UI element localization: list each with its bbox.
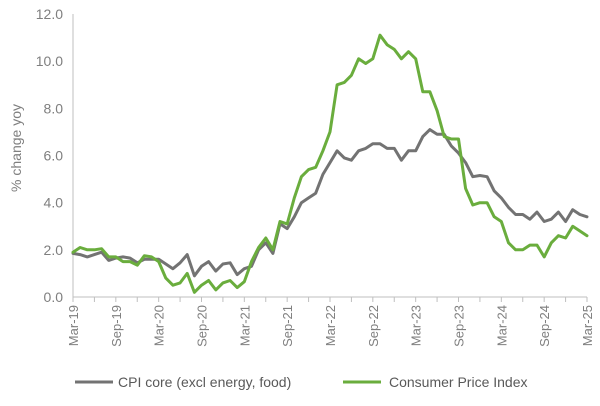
legend-label: CPI core (excl energy, food) bbox=[118, 374, 291, 390]
x-tick-label: Mar-20 bbox=[152, 305, 167, 346]
x-tick-label: Sep-24 bbox=[537, 305, 552, 347]
y-tick-label: 4.0 bbox=[44, 195, 64, 211]
axes: 0.0 2.0 4.0 6.0 8.0 10.0 12.0 Mar-19 Sep-19 Mar-2… bbox=[36, 6, 595, 347]
legend-label: Consumer Price Index bbox=[389, 374, 528, 390]
x-tick-label: Sep-21 bbox=[280, 305, 295, 347]
x-tick-label: Mar-21 bbox=[237, 305, 252, 346]
y-tick-label: 12.0 bbox=[36, 6, 63, 22]
x-tick-label: Sep-23 bbox=[452, 305, 467, 347]
series-line-consumer-price-index bbox=[71, 33, 589, 294]
x-tick-label: Mar-23 bbox=[409, 305, 424, 346]
y-tick-label: 2.0 bbox=[44, 242, 64, 258]
x-tick-label: Mar-19 bbox=[66, 305, 81, 346]
x-tick-label: Sep-19 bbox=[109, 305, 124, 347]
series-line-cpi-core bbox=[71, 128, 589, 278]
series-lines bbox=[71, 33, 589, 294]
x-tick-label: Sep-20 bbox=[195, 305, 210, 347]
y-tick-label: 0.0 bbox=[44, 289, 64, 305]
x-tick-label: Mar-22 bbox=[323, 305, 338, 346]
x-tick-label: Sep-22 bbox=[366, 305, 381, 347]
x-tick-label: Mar-24 bbox=[494, 305, 509, 346]
y-tick-label: 8.0 bbox=[44, 100, 64, 116]
y-tick-label: 10.0 bbox=[36, 53, 63, 69]
y-tick-label: 6.0 bbox=[44, 148, 64, 164]
x-tick-label: Mar-25 bbox=[580, 305, 595, 346]
legend: CPI core (excl energy, food) Consumer Pri… bbox=[75, 374, 528, 390]
y-axis-label: % change yoy bbox=[8, 104, 24, 192]
